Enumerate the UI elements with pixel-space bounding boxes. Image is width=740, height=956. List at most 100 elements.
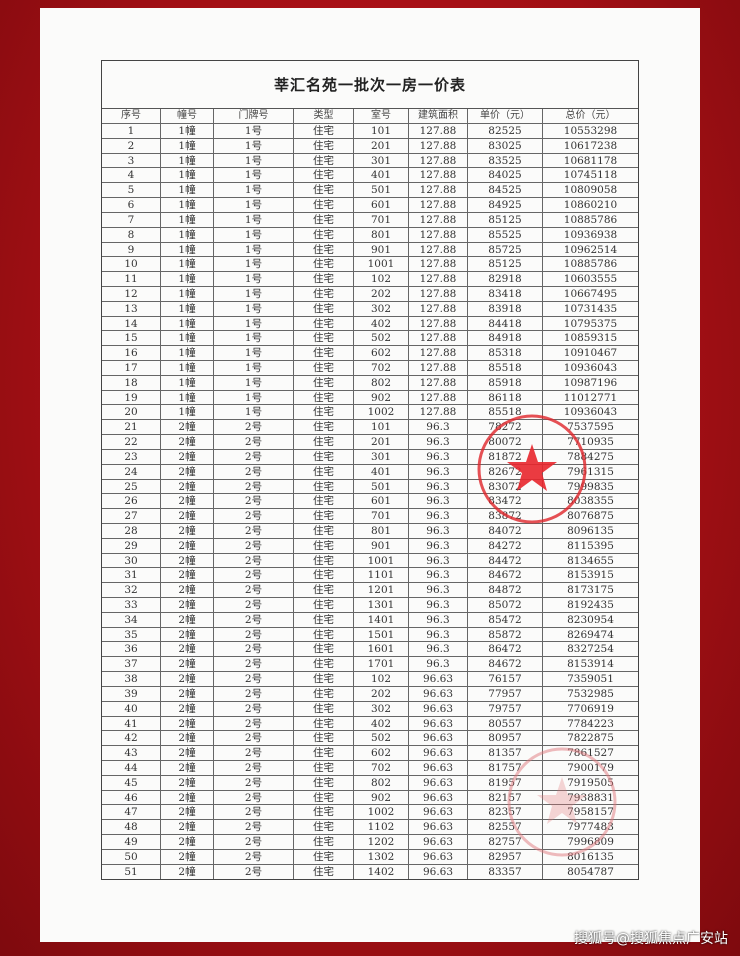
- cell-unit-price: 81757: [468, 760, 543, 775]
- cell-building: 2幢: [161, 479, 214, 494]
- cell-area: 96.63: [409, 835, 468, 849]
- cell-seq: 44: [102, 760, 161, 775]
- cell-type: 住宅: [294, 242, 354, 257]
- cell-total-price: 10885786: [563, 213, 618, 226]
- cell-building: 2幢: [161, 864, 214, 880]
- cell-area: 96.63: [409, 672, 468, 686]
- cell-door-no: 2号: [214, 568, 294, 583]
- cell-type: 住宅: [294, 864, 354, 880]
- cell-seq: 1: [102, 124, 161, 138]
- cell-building: 2幢: [161, 627, 214, 642]
- cell-door-no: 2号: [214, 449, 294, 464]
- cell-building: 2幢: [161, 701, 214, 716]
- cell-total-price: 8016135: [567, 850, 614, 863]
- cell-unit-price: 85918: [468, 375, 543, 390]
- cell-seq: 48: [102, 820, 161, 834]
- cell-door-no: 2号: [214, 864, 294, 880]
- cell-seq: 29: [102, 538, 161, 553]
- cell-total-price: 10936938: [563, 228, 618, 241]
- cell-building: 1幢: [161, 361, 214, 375]
- cell-seq: 39: [102, 686, 161, 701]
- cell-door-no: 1号: [214, 168, 294, 183]
- cell-door-no: 2号: [214, 464, 294, 479]
- cell-unit-price: 80957: [468, 731, 543, 746]
- cell-building: 2幢: [161, 820, 214, 834]
- cell-area: 96.63: [409, 805, 468, 820]
- cell-unit-price: 82672: [468, 464, 543, 479]
- cell-area: 96.63: [409, 790, 468, 805]
- cell-area: 127.88: [409, 286, 468, 301]
- cell-room: 402: [354, 716, 409, 731]
- cell-room: 1001: [354, 553, 409, 568]
- cell-door-no: 2号: [214, 760, 294, 775]
- cell-building: 2幢: [161, 672, 214, 686]
- header-type: 类型: [294, 109, 354, 123]
- cell-door-no: 2号: [214, 849, 294, 864]
- cell-room: 202: [354, 286, 409, 301]
- cell-room: 101: [354, 124, 409, 138]
- cell-room: 202: [354, 686, 409, 701]
- cell-door-no: 2号: [214, 746, 294, 760]
- cell-type: 住宅: [294, 272, 354, 286]
- cell-total-price: 10936043: [563, 362, 618, 374]
- cell-total-price: 8230954: [567, 613, 614, 626]
- cell-area: 127.88: [409, 242, 468, 257]
- cell-total-price: 10809058: [563, 184, 618, 197]
- cell-seq: 8: [102, 227, 161, 242]
- cell-unit-price: 83418: [468, 286, 543, 301]
- cell-total-price: 10553298: [563, 125, 618, 137]
- cell-area: 127.88: [409, 198, 468, 212]
- cell-door-no: 2号: [214, 701, 294, 716]
- cell-type: 住宅: [294, 716, 354, 731]
- cell-area: 96.63: [409, 760, 468, 775]
- table-row: 45 2幢 2号 住宅 802 96.63 81957 7919505: [102, 775, 638, 791]
- cell-door-no: 1号: [214, 227, 294, 242]
- cell-seq: 47: [102, 805, 161, 820]
- cell-total-price: 10936043: [563, 406, 618, 419]
- cell-unit-price: 85518: [468, 405, 543, 420]
- cell-total-price: 7999835: [567, 480, 614, 493]
- cell-total-price: 10885786: [563, 258, 618, 271]
- cell-area: 127.88: [409, 405, 468, 420]
- cell-building: 2幢: [161, 746, 214, 760]
- cell-total-price: 8096135: [567, 524, 614, 537]
- cell-seq: 21: [102, 420, 161, 435]
- cell-total-price: 8153915: [567, 569, 614, 582]
- table-row: 3 1幢 1号 住宅 301 127.88 83525 10681178: [102, 153, 638, 169]
- cell-unit-price: 83472: [468, 494, 543, 509]
- cell-seq: 28: [102, 523, 161, 538]
- cell-building: 1幢: [161, 257, 214, 272]
- cell-door-no: 2号: [214, 790, 294, 805]
- cell-type: 住宅: [294, 760, 354, 775]
- table-row: 34 2幢 2号 住宅 1401 96.3 85472 8230954: [102, 612, 638, 628]
- cell-building: 2幢: [161, 598, 214, 612]
- table-row: 11 1幢 1号 住宅 102 127.88 82918 10603555: [102, 272, 638, 287]
- table-row: 14 1幢 1号 住宅 402 127.88 84418 10795375: [102, 316, 638, 332]
- cell-unit-price: 84925: [468, 198, 543, 212]
- cell-room: 801: [354, 523, 409, 538]
- price-table: 莘汇名苑一批次一房一价表 序号 幢号 门牌号 类型 室号 建筑面积 单价（元） 总价（元） 1…: [101, 60, 639, 881]
- cell-type: 住宅: [294, 153, 354, 168]
- cell-building: 1幢: [161, 316, 214, 331]
- cell-building: 2幢: [161, 716, 214, 731]
- cell-room: 702: [354, 361, 409, 375]
- cell-unit-price: 83025: [468, 138, 543, 153]
- cell-room: 601: [354, 198, 409, 212]
- table-row: 6 1幢 1号 住宅 601 127.88 84925 10860210: [102, 198, 638, 213]
- cell-area: 96.3: [409, 553, 468, 568]
- cell-total-price: 10910467: [563, 347, 618, 360]
- cell-total-price: 8192435: [567, 599, 614, 611]
- cell-total-price: 7977483: [567, 821, 614, 834]
- cell-room: 301: [354, 449, 409, 464]
- cell-area: 96.3: [409, 435, 468, 449]
- header-door-no: 门牌号: [214, 109, 294, 123]
- cell-total-price: 7961315: [567, 465, 614, 478]
- cell-room: 501: [354, 183, 409, 198]
- cell-area: 96.63: [409, 746, 468, 760]
- cell-door-no: 1号: [214, 212, 294, 227]
- cell-total-price: 8054787: [567, 865, 614, 878]
- cell-seq: 11: [102, 272, 161, 286]
- cell-total-price: 7861527: [567, 747, 614, 760]
- cell-total-price: 7532985: [567, 687, 614, 700]
- cell-room: 501: [354, 479, 409, 494]
